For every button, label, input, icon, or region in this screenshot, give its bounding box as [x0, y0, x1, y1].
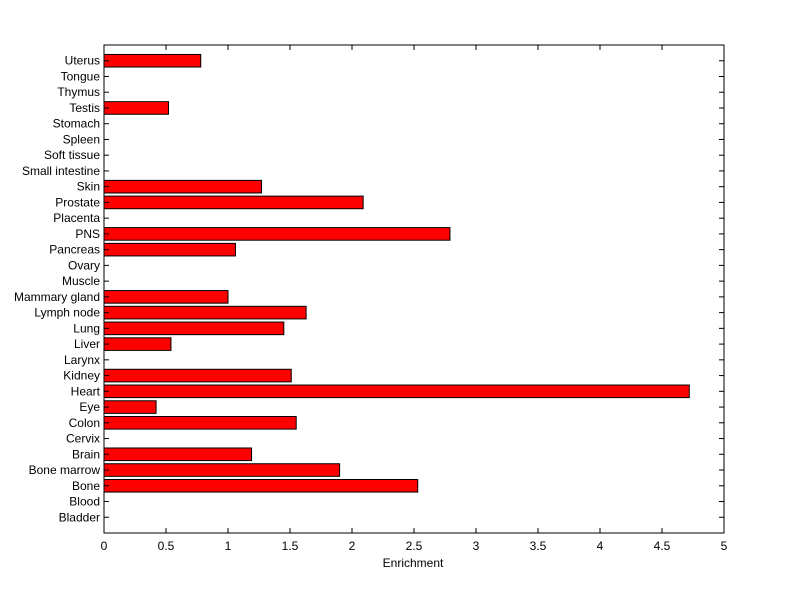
x-tick-label: 5 [721, 539, 728, 553]
bars-group [103, 53, 690, 493]
y-tick-label: Colon [69, 416, 100, 430]
y-tick-label: Lymph node [34, 306, 100, 320]
y-tick-label: Cervix [66, 432, 100, 446]
x-tick-label: 1.5 [282, 539, 299, 553]
x-tick-label: 2 [349, 539, 356, 553]
bar-bone-marrow [103, 463, 341, 477]
bar-prostate [103, 195, 364, 210]
y-tick-label: Thymus [57, 85, 100, 99]
y-tick-label: Brain [72, 447, 100, 461]
x-tick-label: 3.5 [530, 539, 547, 553]
y-tick-label: Tongue [61, 69, 101, 83]
x-tick-label: 1 [225, 539, 232, 553]
y-tick-label: Spleen [63, 132, 100, 146]
x-tick-label: 0.5 [158, 539, 175, 553]
bar-liver [103, 337, 172, 351]
y-tick-label: Bladder [59, 510, 100, 524]
bar-lymph-node [103, 305, 307, 320]
x-tick-label: 4 [597, 539, 604, 553]
y-tick-label: Bone marrow [29, 463, 101, 477]
y-tick-label: Pancreas [49, 243, 100, 257]
bar-skin [103, 179, 262, 194]
y-tick-label: Placenta [53, 211, 100, 225]
bar-brain [103, 447, 253, 462]
y-tick-label: Kidney [63, 369, 100, 383]
y-tick-label: Liver [74, 337, 100, 351]
y-tick-label: Lung [73, 321, 100, 335]
y-tick-label: Blood [69, 495, 100, 509]
bar-pancreas [103, 242, 236, 257]
bar-uterus [103, 53, 202, 68]
y-tick-label: Stomach [53, 117, 100, 131]
y-tick-label: Small intestine [22, 164, 100, 178]
y-tick-label: Prostate [55, 195, 100, 209]
bar-eye [103, 400, 157, 414]
x-axis: 0 0.5 1 1.5 2 2.5 3 3.5 4 4.5 5 [101, 45, 728, 553]
bar-heart [103, 384, 690, 399]
y-tick-label: Mammary gland [14, 290, 100, 304]
y-tick-label: Uterus [65, 54, 100, 68]
y-tick-label: Bone [72, 479, 100, 493]
x-axis-label: Enrichment [383, 556, 444, 570]
x-tick-label: 2.5 [406, 539, 423, 553]
x-tick-label: 4.5 [654, 539, 671, 553]
y-tick-label: Larynx [64, 353, 100, 367]
bar-pns [103, 227, 451, 241]
bar-colon [103, 416, 297, 430]
y-tick-label: Muscle [62, 274, 100, 288]
x-tick-label: 3 [473, 539, 480, 553]
bar-testis [103, 101, 169, 115]
bar-mammary-gland [103, 290, 229, 304]
bar-bone [103, 478, 419, 493]
y-tick-label: Soft tissue [44, 148, 100, 162]
y-tick-label: Eye [79, 400, 100, 414]
y-tick-label: Ovary [68, 258, 100, 272]
y-tick-label: Skin [77, 180, 100, 194]
y-tick-label: PNS [75, 227, 100, 241]
y-tick-label: Testis [69, 101, 100, 115]
bar-kidney [103, 368, 292, 383]
y-tick-label: Heart [71, 384, 101, 398]
x-tick-label: 0 [101, 539, 108, 553]
bar-lung [103, 321, 285, 336]
